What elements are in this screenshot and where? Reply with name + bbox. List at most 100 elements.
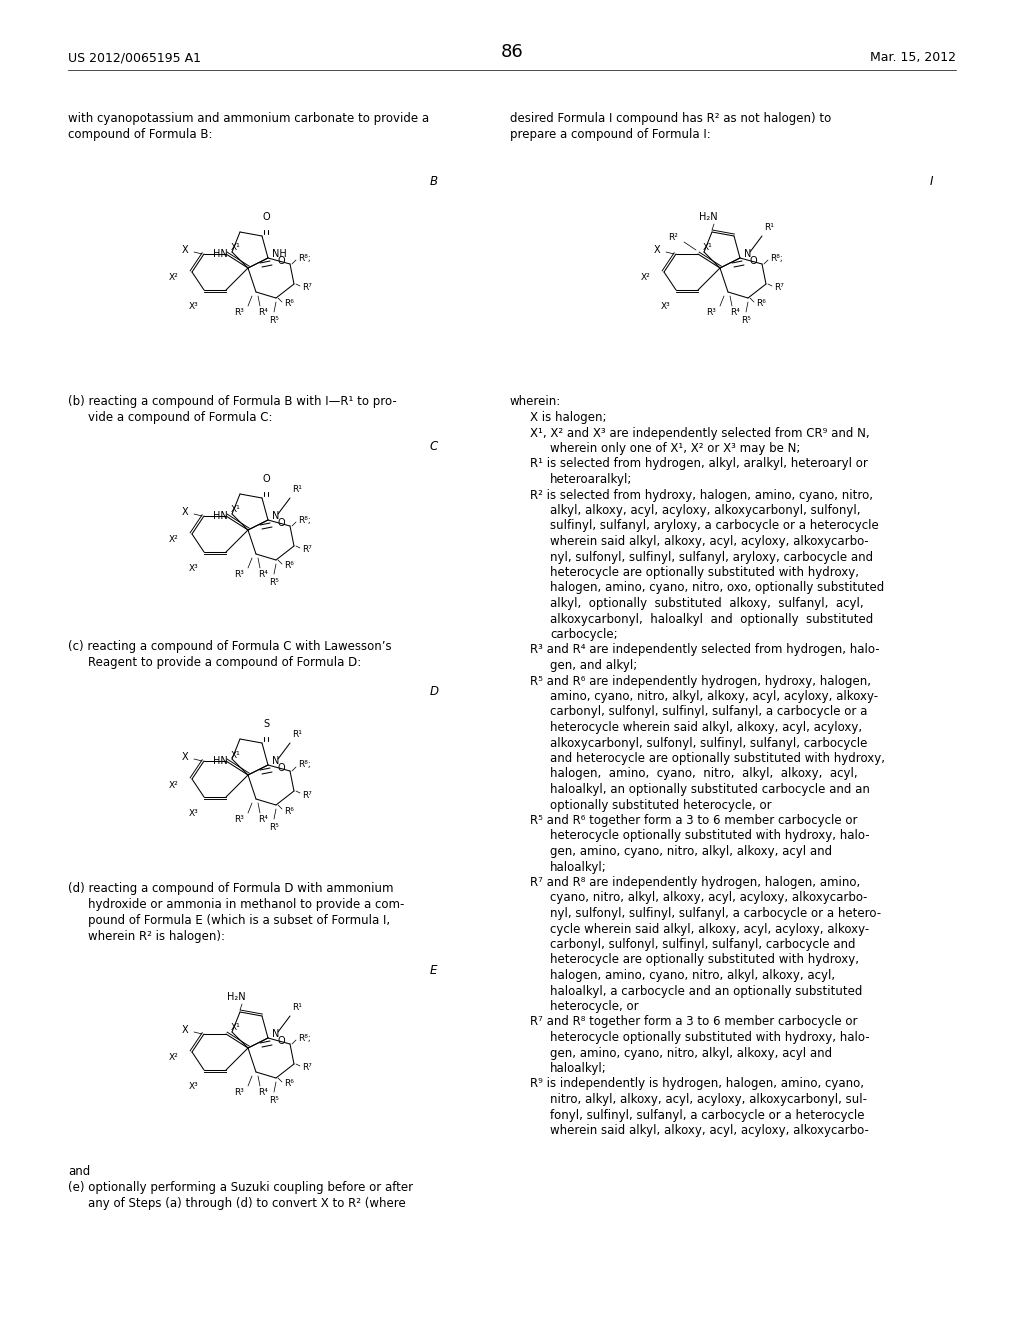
Text: X²: X² bbox=[168, 273, 178, 282]
Text: E: E bbox=[430, 964, 437, 977]
Text: X: X bbox=[181, 1026, 188, 1035]
Text: heterocycle optionally substituted with hydroxy, halo-: heterocycle optionally substituted with … bbox=[550, 829, 869, 842]
Text: wherein said alkyl, alkoxy, acyl, acyloxy, alkoxycarbо-: wherein said alkyl, alkoxy, acyl, acylox… bbox=[550, 535, 868, 548]
Text: alkyl, alkoxy, acyl, acyloxy, alkoxycarbonyl, sulfonyl,: alkyl, alkoxy, acyl, acyloxy, alkoxycarb… bbox=[550, 504, 860, 517]
Text: R⁴: R⁴ bbox=[730, 308, 740, 317]
Text: halogen, amino, cyano, nitro, oxo, optionally substituted: halogen, amino, cyano, nitro, oxo, optio… bbox=[550, 582, 885, 594]
Text: gen, and alkyl;: gen, and alkyl; bbox=[550, 659, 637, 672]
Text: B: B bbox=[430, 176, 438, 187]
Text: R¹ is selected from hydrogen, alkyl, aralkyl, heteroaryl or: R¹ is selected from hydrogen, alkyl, ara… bbox=[530, 458, 868, 470]
Text: N: N bbox=[272, 756, 280, 766]
Text: carbonyl, sulfonyl, sulfinyl, sulfanyl, carbocycle and: carbonyl, sulfonyl, sulfinyl, sulfanyl, … bbox=[550, 939, 855, 950]
Text: O: O bbox=[278, 763, 286, 774]
Text: Mar. 15, 2012: Mar. 15, 2012 bbox=[870, 51, 956, 65]
Text: halogen,  amino,  cyano,  nitro,  alkyl,  alkoxy,  acyl,: halogen, amino, cyano, nitro, alkyl, alk… bbox=[550, 767, 858, 780]
Text: wherein:: wherein: bbox=[510, 395, 561, 408]
Text: R² is selected from hydroxy, halogen, amino, cyano, nitro,: R² is selected from hydroxy, halogen, am… bbox=[530, 488, 873, 502]
Text: wherein only one of X¹, X² or X³ may be N;: wherein only one of X¹, X² or X³ may be … bbox=[550, 442, 801, 455]
Text: (c) reacting a compound of Formula C with Lawesson’s: (c) reacting a compound of Formula C wit… bbox=[68, 640, 391, 653]
Text: R⁶: R⁶ bbox=[284, 300, 294, 309]
Text: R⁵: R⁵ bbox=[269, 1096, 279, 1105]
Text: O: O bbox=[278, 256, 286, 267]
Text: US 2012/0065195 A1: US 2012/0065195 A1 bbox=[68, 51, 201, 65]
Text: X¹: X¹ bbox=[703, 243, 713, 252]
Text: hydroxide or ammonia in methanol to provide a com-: hydroxide or ammonia in methanol to prov… bbox=[88, 898, 404, 911]
Text: R⁷: R⁷ bbox=[302, 791, 312, 800]
Text: carbonyl, sulfonyl, sulfinyl, sulfanyl, a carbocycle or a: carbonyl, sulfonyl, sulfinyl, sulfanyl, … bbox=[550, 705, 867, 718]
Text: haloalkyl, a carbocycle and an optionally substituted: haloalkyl, a carbocycle and an optionall… bbox=[550, 985, 862, 998]
Text: (b) reacting a compound of Formula B with I—R¹ to pro-: (b) reacting a compound of Formula B wit… bbox=[68, 395, 396, 408]
Text: R³: R³ bbox=[234, 308, 244, 317]
Text: (d) reacting a compound of Formula D with ammonium: (d) reacting a compound of Formula D wit… bbox=[68, 882, 393, 895]
Text: N: N bbox=[272, 1030, 280, 1039]
Text: X: X bbox=[181, 752, 188, 762]
Text: R⁶: R⁶ bbox=[284, 1080, 294, 1089]
Text: prepare a compound of Formula I:: prepare a compound of Formula I: bbox=[510, 128, 711, 141]
Text: cycle wherein said alkyl, alkoxy, acyl, acyloxy, alkoxy-: cycle wherein said alkyl, alkoxy, acyl, … bbox=[550, 923, 869, 936]
Text: and heterocycle are optionally substituted with hydroxy,: and heterocycle are optionally substitut… bbox=[550, 752, 885, 766]
Text: X: X bbox=[653, 246, 660, 255]
Text: alkyl,  optionally  substituted  alkoxy,  sulfanyl,  acyl,: alkyl, optionally substituted alkoxy, su… bbox=[550, 597, 863, 610]
Text: R⁷ and R⁸ are independently hydrogen, halogen, amino,: R⁷ and R⁸ are independently hydrogen, ha… bbox=[530, 876, 860, 888]
Text: R⁵ and R⁶ are independently hydrogen, hydroxy, halogen,: R⁵ and R⁶ are independently hydrogen, hy… bbox=[530, 675, 871, 688]
Text: X¹: X¹ bbox=[231, 243, 241, 252]
Text: R⁹ is independently is hydrogen, halogen, amino, cyano,: R⁹ is independently is hydrogen, halogen… bbox=[530, 1077, 864, 1090]
Text: R³: R³ bbox=[234, 570, 244, 579]
Text: desired Formula I compound has R² as not halogen) to: desired Formula I compound has R² as not… bbox=[510, 112, 831, 125]
Text: O: O bbox=[278, 1036, 286, 1045]
Text: R⁵: R⁵ bbox=[269, 822, 279, 832]
Text: amino, cyano, nitro, alkyl, alkoxy, acyl, acyloxy, alkoxy-: amino, cyano, nitro, alkyl, alkoxy, acyl… bbox=[550, 690, 879, 704]
Text: nyl, sulfonyl, sulfinyl, sulfanyl, a carbocycle or a hetero-: nyl, sulfonyl, sulfinyl, sulfanyl, a car… bbox=[550, 907, 881, 920]
Text: R⁵: R⁵ bbox=[741, 315, 751, 325]
Text: R⁵: R⁵ bbox=[269, 315, 279, 325]
Text: X²: X² bbox=[168, 536, 178, 544]
Text: heterocycle, or: heterocycle, or bbox=[550, 1001, 639, 1012]
Text: R⁴: R⁴ bbox=[258, 1088, 268, 1097]
Text: R⁶: R⁶ bbox=[756, 300, 766, 309]
Text: gen, amino, cyano, nitro, alkyl, alkoxy, acyl and: gen, amino, cyano, nitro, alkyl, alkoxy,… bbox=[550, 1047, 833, 1060]
Text: R¹: R¹ bbox=[292, 1003, 302, 1012]
Text: O: O bbox=[750, 256, 758, 267]
Text: X³: X³ bbox=[188, 564, 198, 573]
Text: S: S bbox=[263, 719, 269, 729]
Text: HN: HN bbox=[213, 756, 228, 766]
Text: R²: R² bbox=[668, 234, 678, 243]
Text: wherein R² is halogen):: wherein R² is halogen): bbox=[88, 931, 225, 942]
Text: O: O bbox=[278, 517, 286, 528]
Text: alkoxycarbonyl, sulfonyl, sulfinyl, sulfanyl, carbocycle: alkoxycarbonyl, sulfonyl, sulfinyl, sulf… bbox=[550, 737, 867, 750]
Text: R⁷: R⁷ bbox=[302, 284, 312, 293]
Text: X³: X³ bbox=[660, 302, 670, 312]
Text: R⁷: R⁷ bbox=[302, 545, 312, 554]
Text: haloalkyl;: haloalkyl; bbox=[550, 1063, 607, 1074]
Text: sulfinyl, sulfanyl, aryloxy, a carbocycle or a heterocycle: sulfinyl, sulfanyl, aryloxy, a carbocycl… bbox=[550, 520, 879, 532]
Text: O: O bbox=[262, 213, 269, 222]
Text: N: N bbox=[272, 511, 280, 521]
Text: R⁸;: R⁸; bbox=[298, 516, 310, 524]
Text: N: N bbox=[744, 249, 752, 259]
Text: and: and bbox=[68, 1166, 90, 1177]
Text: (e) optionally performing a Suzuki coupling before or after: (e) optionally performing a Suzuki coupl… bbox=[68, 1181, 413, 1195]
Text: X¹, X² and X³ are independently selected from CR⁹ and N,: X¹, X² and X³ are independently selected… bbox=[530, 426, 869, 440]
Text: Reagent to provide a compound of Formula D:: Reagent to provide a compound of Formula… bbox=[88, 656, 361, 669]
Text: nyl, sulfonyl, sulfinyl, sulfanyl, aryloxy, carbocycle and: nyl, sulfonyl, sulfinyl, sulfanyl, arylo… bbox=[550, 550, 873, 564]
Text: vide a compound of Formula C:: vide a compound of Formula C: bbox=[88, 411, 272, 424]
Text: R⁸;: R⁸; bbox=[298, 253, 310, 263]
Text: X³: X³ bbox=[188, 1082, 198, 1092]
Text: with cyanopotassium and ammonium carbonate to provide a: with cyanopotassium and ammonium carbona… bbox=[68, 112, 429, 125]
Text: alkoxycarbonyl,  haloalkyl  and  optionally  substituted: alkoxycarbonyl, haloalkyl and optionally… bbox=[550, 612, 873, 626]
Text: R⁸;: R⁸; bbox=[298, 760, 310, 770]
Text: R¹: R¹ bbox=[292, 484, 302, 494]
Text: cyano, nitro, alkyl, alkoxy, acyl, acyloxy, alkoxycarbо-: cyano, nitro, alkyl, alkoxy, acyl, acylo… bbox=[550, 891, 867, 904]
Text: X³: X³ bbox=[188, 302, 198, 312]
Text: HN: HN bbox=[213, 249, 228, 259]
Text: X²: X² bbox=[640, 273, 650, 282]
Text: any of Steps (a) through (d) to convert X to R² (where: any of Steps (a) through (d) to convert … bbox=[88, 1197, 406, 1210]
Text: optionally substituted heterocycle, or: optionally substituted heterocycle, or bbox=[550, 799, 772, 812]
Text: heterocycle are optionally substituted with hydroxy,: heterocycle are optionally substituted w… bbox=[550, 953, 859, 966]
Text: carbocycle;: carbocycle; bbox=[550, 628, 617, 642]
Text: X: X bbox=[181, 246, 188, 255]
Text: heteroaralkyl;: heteroaralkyl; bbox=[550, 473, 633, 486]
Text: gen, amino, cyano, nitro, alkyl, alkoxy, acyl and: gen, amino, cyano, nitro, alkyl, alkoxy,… bbox=[550, 845, 833, 858]
Text: X: X bbox=[181, 507, 188, 517]
Text: R⁷ and R⁸ together form a 3 to 6 member carbocycle or: R⁷ and R⁸ together form a 3 to 6 member … bbox=[530, 1015, 857, 1028]
